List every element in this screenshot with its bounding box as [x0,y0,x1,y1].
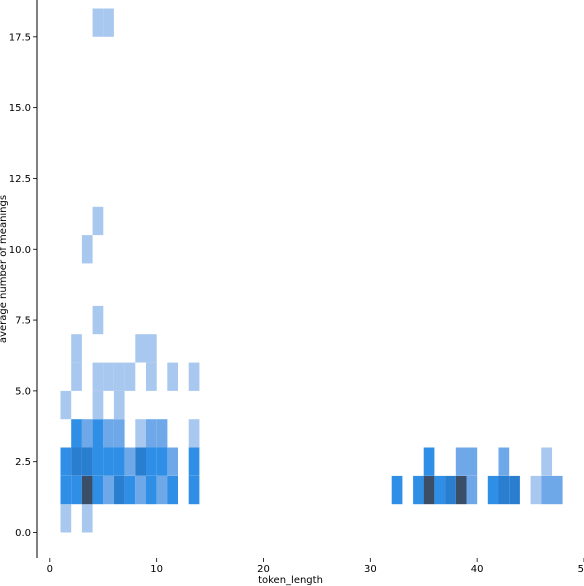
heatmap-cell [71,362,82,391]
heatmap-cell [188,362,200,391]
heatmap-cell [113,447,125,476]
heatmap-cell [466,447,478,476]
heatmap-cell [146,447,157,476]
heatmap-cell [466,475,478,505]
heatmap-cell [92,447,104,476]
heatmap-cell [391,475,403,505]
y-axis-label: average number of meanings [0,195,9,343]
heatmap-cell [113,419,125,448]
y-tick-label: 7.5 [15,316,31,327]
heatmap-cell [60,475,72,505]
x-axis-label: token_length [258,575,323,586]
y-tick-label: 10.0 [9,245,31,256]
x-tick-label: 20 [257,564,270,575]
heatmap-cell [498,447,510,476]
heatmap-cell [103,8,114,37]
heatmap-cell [541,475,552,505]
heatmap-cell [60,390,72,420]
heatmap-cell [135,419,146,448]
heatmap-cell [92,419,104,448]
heatmap-cell [188,419,200,448]
heatmap-cell [413,475,424,505]
heatmap-cell [167,447,178,476]
heatmap-cell [124,447,136,476]
heatmap-cell [60,447,72,476]
y-tick-label: 12.5 [9,174,31,185]
heatmap-cell [135,475,146,505]
heatmap-cell [71,334,82,363]
heatmap-cell [71,447,82,476]
heatmap-cell [146,419,157,448]
heatmap-cell [103,419,114,448]
heatmap-cell [423,475,435,505]
heatmap-cell [487,475,499,505]
heatmap-cells [60,8,563,533]
y-tick-label: 17.5 [9,32,31,43]
heatmap-cell [92,206,104,236]
heatmap-cell [530,475,542,505]
y-tick-label: 0.0 [15,528,31,539]
heatmap-cell [167,362,178,391]
heatmap-cell [81,447,93,476]
heatmap-cell [541,447,552,476]
heatmap-cell [92,362,104,391]
heatmap-cell [113,475,125,505]
heatmap-cell [103,362,114,391]
heatmap-cell [81,504,93,533]
heatmap-cell [135,334,146,363]
heatmap-cell [551,475,563,505]
heatmap-cell [113,362,125,391]
heatmap-cell [124,475,136,505]
heatmap-cell [81,235,93,264]
heatmap-cell [509,475,520,505]
heatmap-cell [146,362,157,391]
heatmap-cell [156,447,168,476]
x-tick-label: 40 [471,564,484,575]
heatmap-cell [455,447,467,476]
x-tick-label: 50 [578,564,584,575]
heatmap-cell [188,447,200,476]
heatmap-cell [81,475,93,505]
heatmap-cell [71,475,82,505]
heatmap-cell [71,419,82,448]
heatmap-cell [188,475,200,505]
heatmap-cell [423,447,435,476]
heatmap-cell [146,334,157,363]
heatmap-cell [146,475,157,505]
heatmap-cell [113,390,125,420]
heatmap-cell [81,419,93,448]
heatmap-cell [156,419,168,448]
heatmap-cell [455,475,467,505]
heatmap-cell [498,475,510,505]
heatmap-cell [92,475,104,505]
x-tick-label: 0 [47,564,53,575]
x-tick-label: 10 [150,564,163,575]
y-tick-label: 5.0 [15,386,31,397]
heatmap-cell [60,504,72,533]
heatmap-cell [445,475,456,505]
heatmap-cell [92,390,104,420]
x-tick-label: 30 [364,564,377,575]
heatmap-cell [103,475,114,505]
x-axis-ticks: 0 10 20 30 40 50 [47,558,584,575]
heatmap-cell [92,305,104,335]
heatmap-cell [135,447,146,476]
heatmap-cell [92,8,104,37]
heatmap-cell [434,475,446,505]
heatmap-cell [124,362,136,391]
heatmap-cell [156,475,168,505]
y-tick-label: 2.5 [15,457,31,468]
heatmap-cell [167,475,178,505]
y-axis-ticks: 0.0 2.5 5.0 7.5 10.0 12.5 15.0 17.5 [9,32,37,539]
y-tick-label: 15.0 [9,103,31,114]
heatmap-cell [103,447,114,476]
